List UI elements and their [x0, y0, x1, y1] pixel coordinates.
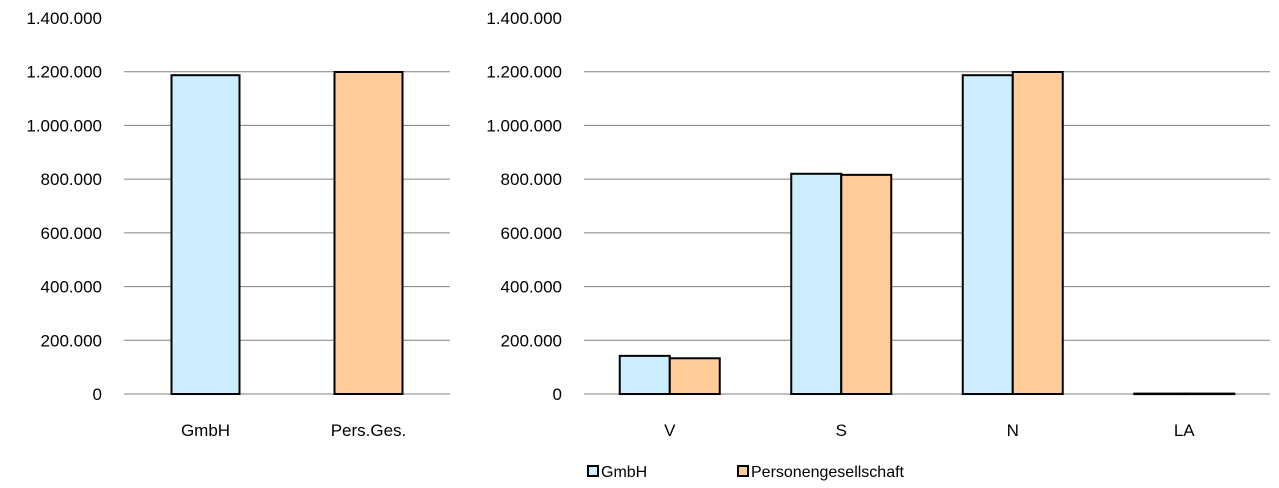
- y-tick-label: 600.000: [501, 224, 562, 243]
- x-tick-label: GmbH: [181, 421, 230, 440]
- y-tick-label: 600.000: [41, 224, 102, 243]
- x-tick-label: V: [664, 421, 676, 440]
- bar-pers-ges--pers-ges-: [333, 70, 404, 396]
- y-tick-label: 1.400.000: [486, 9, 562, 28]
- y-tick-label: 1.000.000: [486, 116, 562, 135]
- bar-gmbh-n: [961, 74, 1014, 395]
- y-tick-label: 400.000: [41, 278, 102, 297]
- y-tick-label: 1.000.000: [26, 116, 102, 135]
- bar-gmbh-v: [618, 354, 671, 395]
- y-tick-label: 800.000: [41, 170, 102, 189]
- y-tick-label: 200.000: [501, 331, 562, 350]
- legend: GmbH Personengesellschaft: [587, 464, 905, 481]
- y-tick-label: 400.000: [501, 278, 562, 297]
- bar-gmbh-la: [1133, 392, 1186, 396]
- y-tick-label: 1.400.000: [26, 9, 102, 28]
- legend-label: Personengesellschaft: [751, 464, 905, 481]
- x-tick-label: N: [1007, 421, 1019, 440]
- bar-personengesellschaft-n: [1011, 70, 1064, 396]
- right-bar-chart: 0 200.000 400.000 600.000 800.000 1.000.000 1.…: [486, 9, 1270, 440]
- y-tick-label: 0: [553, 385, 562, 404]
- bar-personengesellschaft-v: [668, 357, 721, 395]
- y-tick-label: 1.200.000: [26, 63, 102, 82]
- bar-gmbh-gmbh: [170, 74, 241, 395]
- bar-personengesellschaft-la: [1183, 392, 1236, 396]
- y-tick-label: 800.000: [501, 170, 562, 189]
- y-tick-label: 0: [93, 385, 102, 404]
- y-tick-label: 1.200.000: [486, 63, 562, 82]
- bar-gmbh-s: [790, 172, 843, 395]
- x-tick-label: S: [836, 421, 847, 440]
- y-tick-label: 200.000: [41, 331, 102, 350]
- x-tick-label: LA: [1174, 421, 1195, 440]
- x-tick-label: Pers.Ges.: [331, 421, 407, 440]
- left-bar-chart: 0 200.000 400.000 600.000 800.000 1.000.000 1.…: [26, 9, 450, 440]
- legend-swatch: [737, 465, 749, 477]
- legend-swatch: [587, 465, 599, 477]
- legend-label: GmbH: [601, 464, 647, 481]
- bar-personengesellschaft-s: [840, 173, 893, 395]
